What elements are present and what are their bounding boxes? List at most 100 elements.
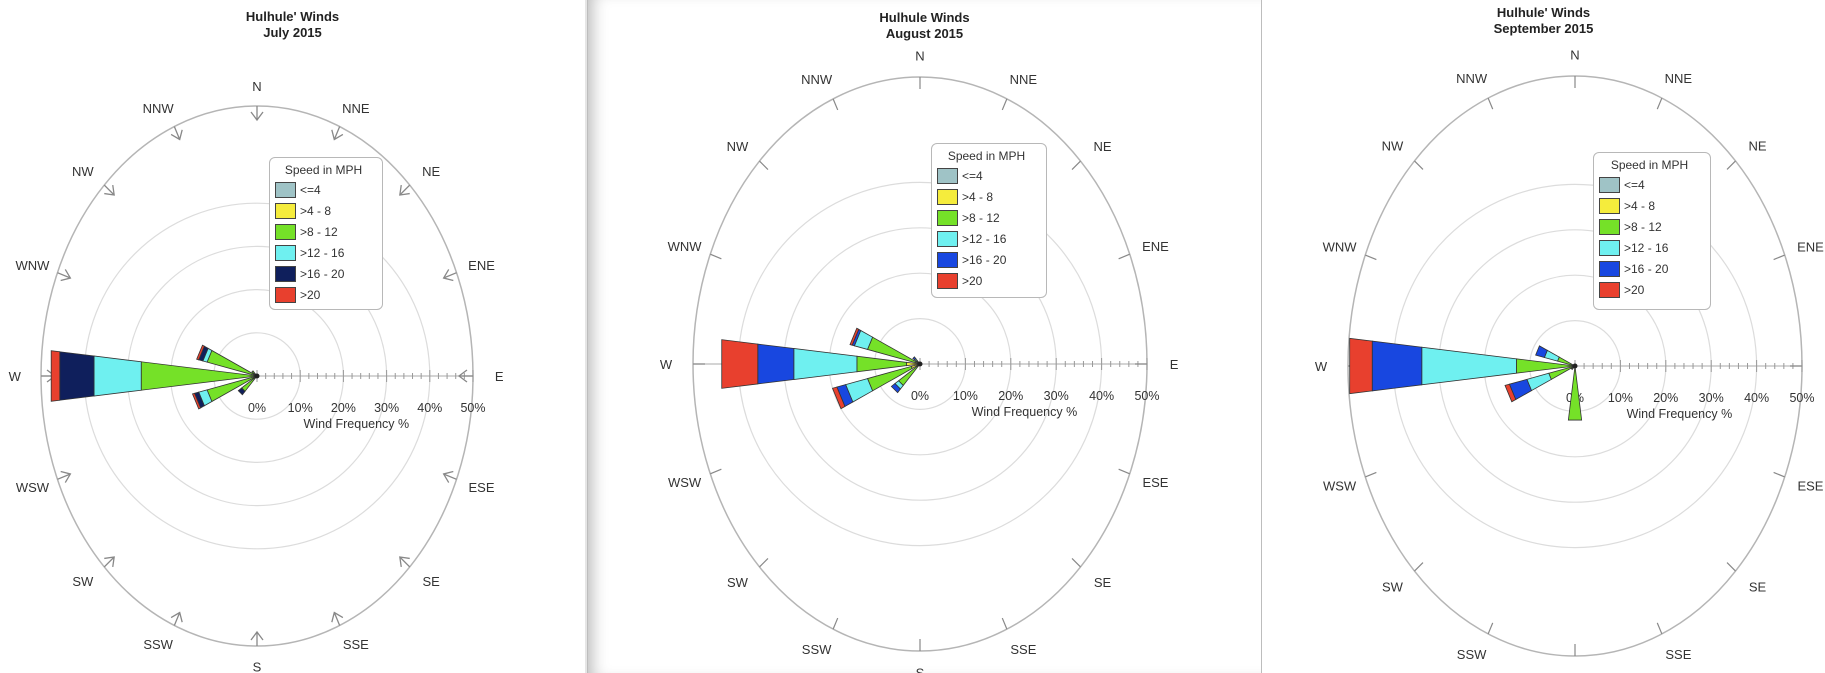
- direction-label: NNE: [1665, 71, 1693, 86]
- legend-item: >16 - 20: [937, 249, 1036, 270]
- direction-arrowhead: [250, 630, 264, 641]
- direction-label: SSE: [1010, 642, 1036, 657]
- x-tick-label: 20%: [331, 401, 356, 415]
- direction-arrowhead: [170, 611, 183, 623]
- direction-marker: [57, 473, 71, 480]
- x-tick-label: 40%: [1744, 391, 1769, 405]
- legend-label: >16 - 20: [300, 266, 345, 281]
- x-tick-label: 0%: [248, 401, 266, 415]
- direction-label: N: [1570, 47, 1579, 62]
- direction-label: W: [1315, 359, 1328, 374]
- windrose-panel-july: Hulhule' Winds July 2015 0% 10% 20% 30% 40% 5…: [0, 0, 585, 673]
- direction-label: S: [916, 666, 925, 673]
- legend-swatch: [937, 272, 958, 289]
- direction-marker: [103, 184, 115, 196]
- direction-arrowhead: [104, 556, 115, 568]
- legend-label: >4 - 8: [962, 189, 994, 204]
- direction-arrowhead: [170, 129, 183, 141]
- wind-wedge-segment: [237, 387, 246, 396]
- direction-marker: [399, 184, 411, 196]
- legend-label: >20: [1624, 282, 1645, 297]
- legend-item: >16 - 20: [275, 263, 372, 284]
- wind-wedge-segment: [1535, 345, 1548, 358]
- direction-label: SSE: [1665, 647, 1691, 662]
- direction-marker: [443, 272, 457, 279]
- center-point: [254, 373, 260, 379]
- direction-label: E: [1170, 357, 1179, 372]
- legend-swatch: [937, 251, 958, 268]
- direction-label: ENE: [1797, 240, 1824, 255]
- wind-wedge-segment: [191, 392, 202, 410]
- wind-wedge-segment: [50, 350, 61, 402]
- x-tick-label: 20%: [998, 389, 1023, 403]
- windrose-panel-august: Hulhule Winds August 2015 0% 10% 20% 30% 40%…: [587, 0, 1262, 673]
- direction-label: SSW: [1457, 647, 1487, 662]
- legend-label: >8 - 12: [300, 224, 338, 239]
- legend-item: >20: [937, 270, 1036, 291]
- legend-swatch: [275, 202, 296, 219]
- direction-marker: [1118, 468, 1130, 475]
- direction-marker: [1773, 471, 1785, 478]
- direction-marker: [1487, 97, 1494, 110]
- direction-marker: [710, 468, 722, 475]
- direction-label: WSW: [16, 480, 50, 495]
- legend-label: >8 - 12: [1624, 219, 1662, 234]
- direction-marker: [832, 617, 839, 630]
- legend-swatch: [937, 167, 958, 184]
- direction-label: S: [253, 659, 262, 673]
- legend-swatch: [275, 286, 296, 303]
- x-tick-label: 40%: [1089, 389, 1114, 403]
- direction-marker: [1414, 562, 1424, 572]
- legend-item: >12 - 16: [937, 228, 1036, 249]
- legend-title: Speed in MPH: [1610, 158, 1689, 172]
- direction-label: NE: [1749, 139, 1767, 154]
- x-tick-label: 10%: [953, 389, 978, 403]
- wind-wedge-segment: [59, 351, 95, 401]
- windrose-chart: 0% 10% 20% 30% 40% 50% Wind Frequency % N NNE NE E…: [660, 48, 1179, 673]
- x-tick-label: 30%: [1044, 389, 1069, 403]
- direction-marker: [1726, 562, 1736, 572]
- wind-wedge-segment: [1421, 346, 1517, 386]
- windrose-panel-september: Hulhule' Winds September 2015 0%10%20%30…: [1262, 0, 1825, 673]
- direction-arrowhead: [331, 611, 344, 623]
- wind-wedge-segment: [93, 355, 142, 397]
- chart-title: Hulhule Winds August 2015: [588, 10, 1261, 42]
- direction-label: S: [1571, 671, 1580, 673]
- direction-marker: [173, 126, 181, 140]
- direction-arrowhead: [399, 556, 410, 568]
- chart-title-line2: September 2015: [1493, 21, 1594, 36]
- x-axis-label: Wind Frequency %: [972, 405, 1078, 419]
- x-tick-label: 40%: [417, 401, 442, 415]
- legend-label: >12 - 16: [1624, 240, 1669, 255]
- direction-marker: [173, 612, 181, 626]
- legend-label: >4 - 8: [300, 203, 332, 218]
- x-tick-label: 0%: [911, 389, 929, 403]
- legend-item: >20: [275, 284, 372, 305]
- direction-label: ESE: [469, 480, 495, 495]
- direction-arrowhead: [442, 470, 454, 483]
- legend-swatch: [1599, 197, 1620, 214]
- direction-marker: [57, 272, 71, 279]
- direction-label: SSW: [802, 642, 832, 657]
- wind-wedge-segment: [757, 343, 795, 385]
- direction-marker: [759, 160, 769, 170]
- wind-wedge-segment: [912, 356, 917, 361]
- direction-marker: [1001, 617, 1008, 630]
- legend-swatch: [275, 223, 296, 240]
- legend-item: >20: [1599, 279, 1700, 300]
- direction-arrowhead: [60, 470, 72, 483]
- x-tick-label: 50%: [1789, 391, 1814, 405]
- chart-title: Hulhule' Winds July 2015: [0, 9, 585, 41]
- direction-label: NNW: [143, 101, 175, 116]
- legend-label: >16 - 20: [962, 252, 1007, 267]
- legend-swatch: [1599, 239, 1620, 256]
- legend-label: <=4: [962, 168, 983, 183]
- x-tick-label: 30%: [1699, 391, 1724, 405]
- x-tick-label: 10%: [288, 401, 313, 415]
- legend-swatch: [1599, 218, 1620, 235]
- direction-label: SW: [727, 575, 749, 590]
- panel-gap: [585, 0, 587, 673]
- chart-title-line1: Hulhule Winds: [879, 10, 970, 25]
- legend-swatch: [1599, 281, 1620, 298]
- direction-arrowhead: [331, 129, 344, 141]
